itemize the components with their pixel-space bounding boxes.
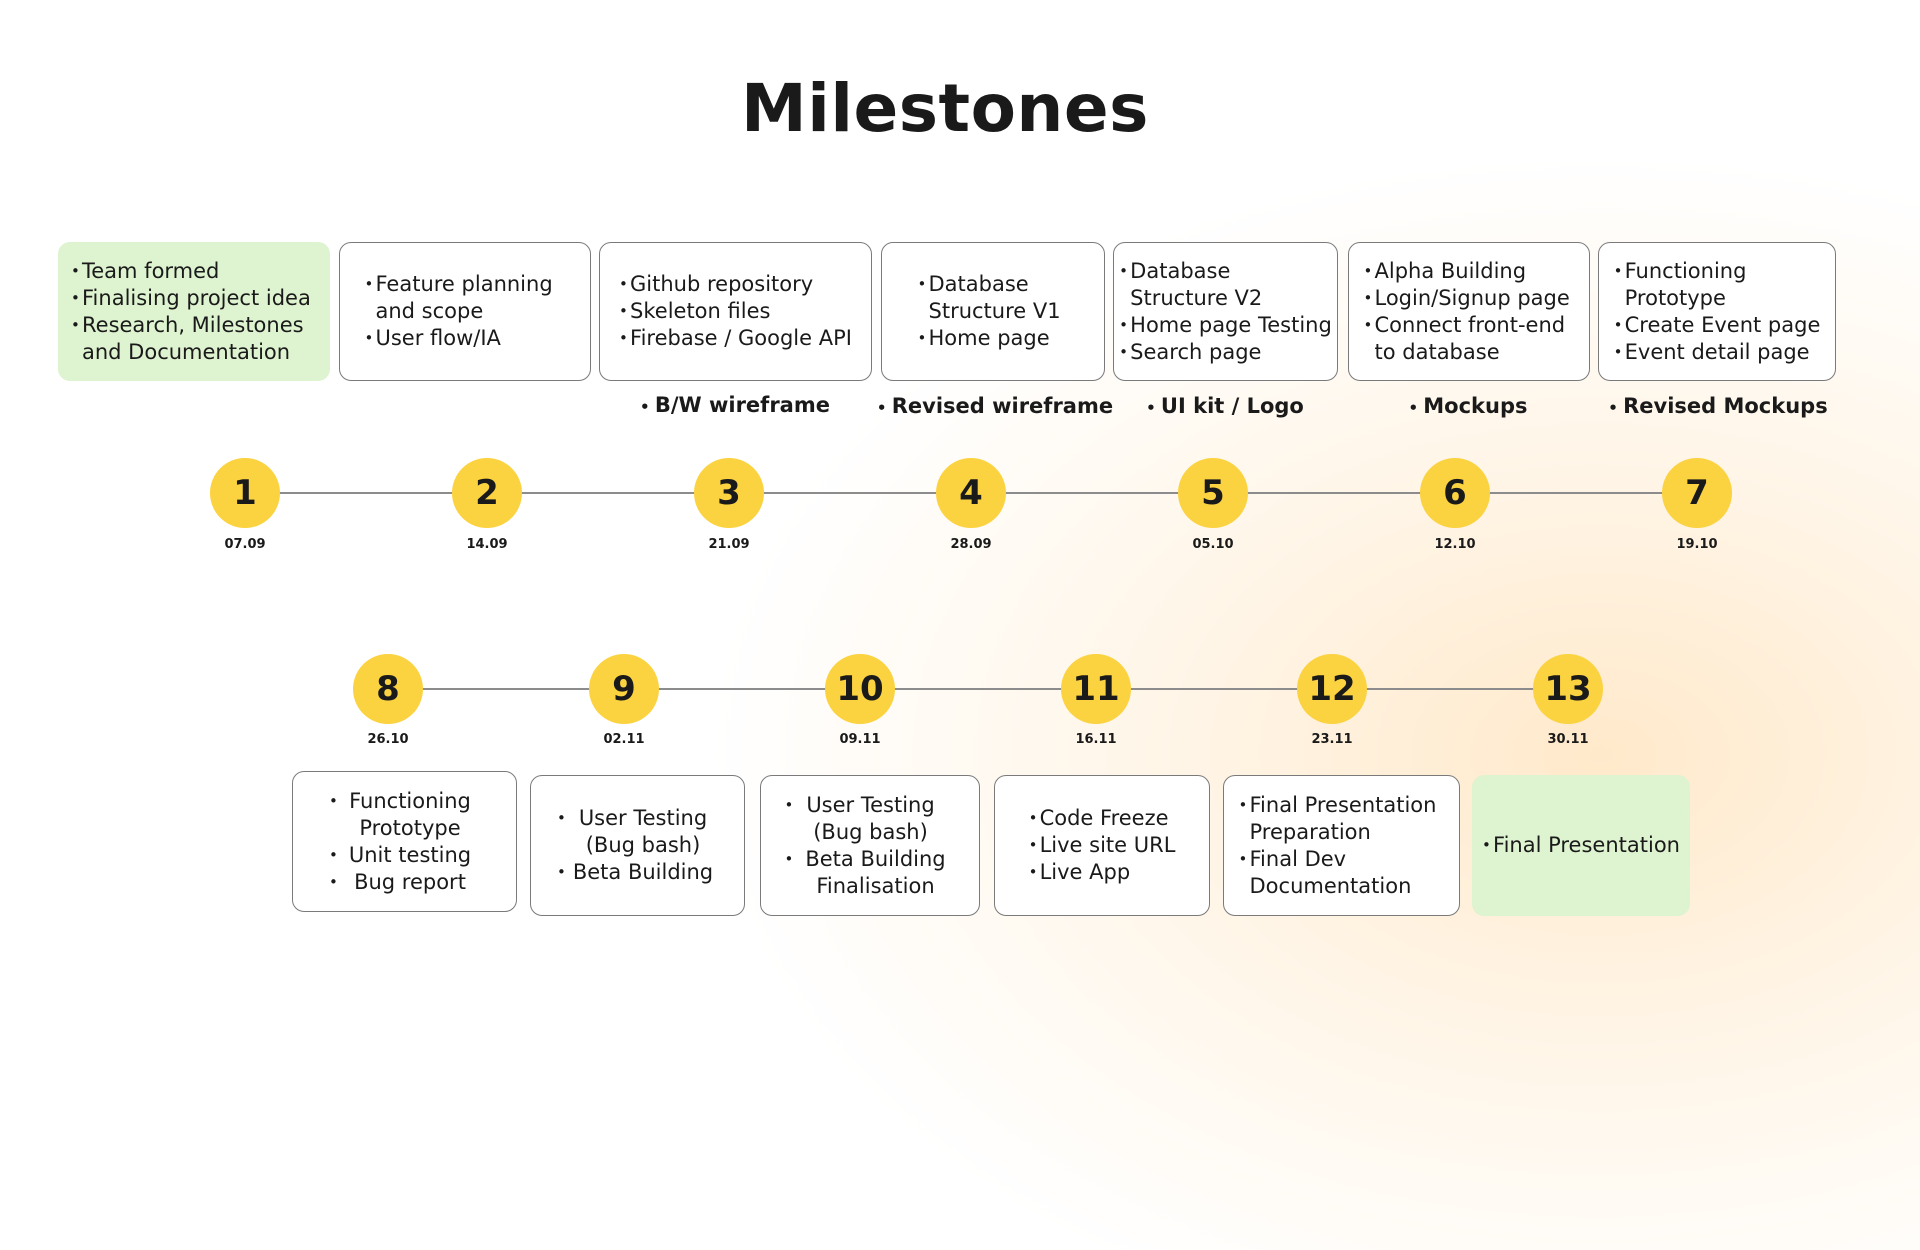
milestone-node-5: 5	[1178, 458, 1248, 528]
milestone-date-12: 23.11	[1311, 732, 1353, 747]
milestone-5-list: Database Structure V2 Home page Testing …	[1119, 258, 1332, 366]
milestone-3-list: Github repository Skeleton files Firebas…	[619, 271, 852, 352]
milestone-date-8: 26.10	[367, 732, 409, 747]
milestone-node-13: 13	[1533, 654, 1603, 724]
milestone-9-list: User Testing (Bug bash) Beta Building	[557, 805, 718, 886]
list-item: Login/Signup page	[1364, 285, 1575, 312]
list-item: Live App	[1029, 859, 1176, 886]
list-item: User Testing (Bug bash)	[785, 792, 946, 846]
milestone-date-9: 02.11	[603, 732, 645, 747]
list-item: Functioning Prototype	[1614, 258, 1765, 312]
milestone-date-4: 28.09	[950, 537, 992, 552]
milestone-4-box: Database Structure V1 Home page	[881, 242, 1105, 381]
list-item: Create Event page	[1614, 312, 1821, 339]
milestone-date-5: 05.10	[1192, 537, 1234, 552]
list-item: Home page	[918, 325, 1069, 352]
list-item: Search page	[1119, 339, 1332, 366]
milestone-date-3: 21.09	[708, 537, 750, 552]
timeline-line-row2	[388, 688, 1570, 690]
milestone-11-list: Code Freeze Live site URL Live App	[1029, 805, 1176, 886]
milestone-node-6: 6	[1420, 458, 1490, 528]
milestone-node-8: 8	[353, 654, 423, 724]
list-item: Home page Testing	[1119, 312, 1332, 339]
milestone-10-list: User Testing (Bug bash) Beta Building Fi…	[785, 792, 956, 900]
list-item: Database Structure V2	[1119, 258, 1270, 312]
milestone-11-box: Code Freeze Live site URL Live App	[994, 775, 1210, 916]
list-item: Unit testing	[329, 842, 480, 869]
list-item: Final Presentation Preparation	[1239, 792, 1445, 846]
milestone-2-list: Feature planning and scope User flow/IA	[365, 271, 566, 352]
milestone-node-2: 2	[452, 458, 522, 528]
list-item: Bug report	[329, 869, 480, 896]
list-item: Skeleton files	[619, 298, 852, 325]
list-item: Live site URL	[1029, 832, 1176, 859]
list-item: Firebase / Google API	[619, 325, 852, 352]
milestone-date-13: 30.11	[1547, 732, 1589, 747]
milestone-6-list: Alpha Building Login/Signup page Connect…	[1364, 258, 1575, 366]
list-item: Code Freeze	[1029, 805, 1176, 832]
list-item: Github repository	[619, 271, 852, 298]
milestone-4-sublabel: Revised wireframe	[875, 394, 1115, 418]
list-item: Research, Milestones and Documentation	[71, 312, 317, 366]
milestone-3-sublabel: B/W wireframe	[615, 393, 855, 417]
milestone-date-10: 09.11	[839, 732, 881, 747]
milestone-3-box: Github repository Skeleton files Firebas…	[599, 242, 872, 381]
milestone-2-box: Feature planning and scope User flow/IA	[339, 242, 591, 381]
milestone-8-list: Functioning Prototype Unit testing Bug r…	[329, 788, 480, 896]
list-item: Beta Building Finalisation	[785, 846, 956, 900]
milestone-date-7: 19.10	[1676, 537, 1718, 552]
milestone-date-11: 16.11	[1075, 732, 1117, 747]
milestone-node-12: 12	[1297, 654, 1367, 724]
milestone-node-10: 10	[825, 654, 895, 724]
milestone-4-list: Database Structure V1 Home page	[918, 271, 1069, 352]
list-item: Feature planning and scope	[365, 271, 566, 325]
list-item: Finalising project idea	[71, 285, 317, 312]
milestone-13-box: Final Presentation	[1472, 775, 1690, 916]
list-item: Final Presentation	[1482, 832, 1680, 859]
milestone-node-1: 1	[210, 458, 280, 528]
milestone-node-11: 11	[1061, 654, 1131, 724]
list-item: Database Structure V1	[918, 271, 1069, 325]
list-item: Final Dev Documentation	[1239, 846, 1420, 900]
milestone-6-box: Alpha Building Login/Signup page Connect…	[1348, 242, 1590, 381]
milestone-7-sublabel: Revised Mockups	[1598, 394, 1838, 418]
milestone-5-sublabel: UI kit / Logo	[1105, 394, 1345, 418]
milestone-node-4: 4	[936, 458, 1006, 528]
list-item: Functioning Prototype	[329, 788, 480, 842]
milestone-9-box: User Testing (Bug bash) Beta Building	[530, 775, 745, 916]
list-item: User flow/IA	[365, 325, 566, 352]
list-item: Beta Building	[557, 859, 718, 886]
milestone-7-box: Functioning Prototype Create Event page …	[1598, 242, 1836, 381]
list-item: Connect front-end to database	[1364, 312, 1575, 366]
list-item: Team formed	[71, 258, 317, 285]
milestone-node-3: 3	[694, 458, 764, 528]
milestone-5-box: Database Structure V2 Home page Testing …	[1113, 242, 1338, 381]
milestone-7-list: Functioning Prototype Create Event page …	[1614, 258, 1821, 366]
milestone-date-1: 07.09	[224, 537, 266, 552]
milestone-12-list: Final Presentation Preparation Final Dev…	[1239, 792, 1445, 900]
list-item: Event detail page	[1614, 339, 1821, 366]
milestone-6-sublabel: Mockups	[1348, 394, 1588, 418]
milestone-date-2: 14.09	[466, 537, 508, 552]
milestone-1-box: Team formed Finalising project idea Rese…	[58, 242, 330, 381]
milestone-1-list: Team formed Finalising project idea Rese…	[71, 258, 317, 366]
milestone-8-box: Functioning Prototype Unit testing Bug r…	[292, 771, 517, 912]
list-item: User Testing (Bug bash)	[557, 805, 718, 859]
milestone-node-7: 7	[1662, 458, 1732, 528]
milestone-10-box: User Testing (Bug bash) Beta Building Fi…	[760, 775, 980, 916]
milestone-13-list: Final Presentation	[1482, 832, 1680, 859]
milestone-12-box: Final Presentation Preparation Final Dev…	[1223, 775, 1460, 916]
milestone-date-6: 12.10	[1434, 537, 1476, 552]
milestone-node-9: 9	[589, 654, 659, 724]
list-item: Alpha Building	[1364, 258, 1575, 285]
page-title: Milestones	[741, 70, 1149, 147]
